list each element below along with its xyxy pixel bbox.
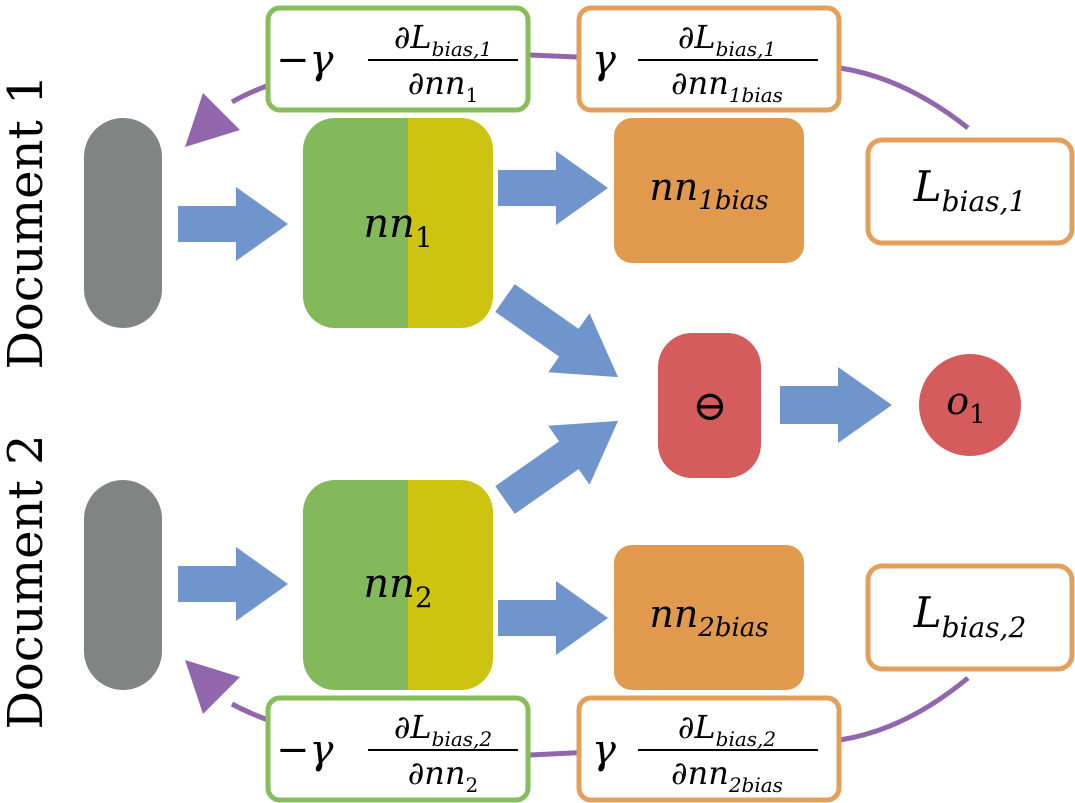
svg-text:∂nn2bias: ∂nn2bias (671, 754, 783, 797)
svg-text:nn1: nn1 (363, 201, 432, 254)
nn2bias-block: nn2bias (614, 545, 804, 690)
svg-text:nn1bias: nn1bias (649, 165, 768, 216)
nn2-block: nn2 (303, 480, 493, 690)
arrow-nn2-to-nn2bias (498, 581, 608, 655)
nn1-block: nn1 (303, 118, 493, 328)
nn1-label: nn (363, 201, 415, 247)
svg-text:∂nn1bias: ∂nn1bias (671, 64, 783, 107)
loss-bias-2-box: Lbias,2 (865, 563, 1075, 672)
svg-text:nn2: nn2 (363, 561, 432, 614)
svg-text:∂Lbias,1: ∂Lbias,1 (678, 18, 776, 61)
arrow-subtract-to-output (780, 367, 892, 443)
document-2-label: Document 2 (0, 434, 54, 729)
nn2-label: nn (363, 561, 415, 607)
document-1-label: Document 1 (0, 74, 54, 369)
svg-text:o1: o1 (946, 379, 985, 430)
svg-text:γ: γ (592, 727, 616, 773)
svg-text:∂nn1: ∂nn1 (408, 64, 479, 107)
arrow-nn1-to-nn1bias (498, 151, 608, 225)
svg-text:γ: γ (592, 37, 616, 83)
gradient-neg-doc1-box: −γ ∂Lbias,1 ∂nn1 (265, 5, 531, 113)
input-pill-document-2 (84, 480, 162, 690)
minus-circle-icon: ⊖ (692, 381, 727, 430)
svg-text:∂Lbias,1: ∂Lbias,1 (394, 18, 492, 61)
gradient-pos-doc1-box: γ ∂Lbias,1 ∂nn1bias (576, 5, 842, 113)
svg-text:∂Lbias,2: ∂Lbias,2 (678, 708, 776, 751)
arrow-input-to-nn2 (178, 547, 288, 621)
arrow-input-to-nn1 (178, 187, 288, 261)
svg-text:∂nn2: ∂nn2 (408, 754, 479, 797)
loss-bias-1-box: Lbias,1 (865, 137, 1075, 246)
svg-text:−γ: −γ (276, 37, 334, 83)
svg-text:nn2bias: nn2bias (649, 592, 768, 643)
svg-text:−γ: −γ (276, 727, 334, 773)
gradient-pos-doc2-box: γ ∂Lbias,2 ∂nn2bias (576, 695, 842, 803)
nn1bias-block: nn1bias (614, 118, 804, 263)
svg-text:∂Lbias,2: ∂Lbias,2 (394, 708, 492, 751)
arrow-nn1-to-subtract (495, 284, 619, 378)
subtract-operator: ⊖ (658, 333, 761, 478)
svg-text:Lbias,1: Lbias,1 (913, 162, 1027, 218)
arrow-nn2-to-subtract (495, 420, 619, 514)
gradient-neg-doc2-box: −γ ∂Lbias,2 ∂nn2 (265, 695, 531, 803)
input-pill-document-1 (84, 118, 162, 328)
output-node: o1 (919, 354, 1021, 456)
svg-text:Lbias,2: Lbias,2 (913, 588, 1027, 644)
